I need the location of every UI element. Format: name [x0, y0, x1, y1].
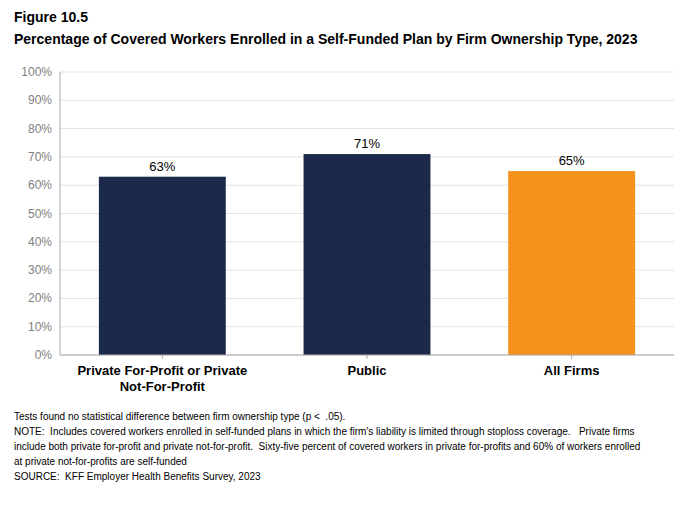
- x-tick-label-line: Public: [347, 363, 386, 378]
- data-label: 71%: [354, 136, 380, 151]
- x-tick: [162, 355, 163, 359]
- y-axis: [60, 72, 61, 355]
- y-tick-label: 10%: [28, 320, 52, 334]
- chart: Figure 10.5 Percentage of Covered Workers…: [0, 0, 698, 525]
- y-tick-label: 40%: [28, 235, 52, 249]
- y-tick-label: 50%: [28, 207, 52, 221]
- title: Percentage of Covered Workers Enrolled i…: [14, 31, 638, 47]
- data-label: 63%: [149, 159, 175, 174]
- footnote: Tests found no statistical difference be…: [14, 411, 345, 422]
- x-tick-label: All Firms: [544, 363, 600, 378]
- y-tick-label: 80%: [28, 122, 52, 136]
- grid-line: [60, 72, 674, 73]
- y-tick-label: 20%: [28, 291, 52, 305]
- y-tick-label: 70%: [28, 150, 52, 164]
- footnote: NOTE: Includes covered workers enrolled …: [14, 426, 635, 437]
- footnote: at private not-for-profits are self-fund…: [14, 456, 187, 467]
- y-tick-label: 60%: [28, 178, 52, 192]
- y-tick-label: 100%: [21, 65, 52, 79]
- grid-line: [60, 128, 674, 129]
- grid: [60, 72, 674, 355]
- bars: [99, 154, 635, 355]
- grid-line: [60, 100, 674, 101]
- x-tick: [367, 355, 368, 359]
- x-tick-label: Private For-Profit or PrivateNot-For-Pro…: [77, 363, 247, 394]
- data-label: 65%: [559, 153, 585, 168]
- footnote: SOURCE: KFF Employer Health Benefits Sur…: [14, 471, 261, 482]
- y-tick-label: 30%: [28, 263, 52, 277]
- x-tick: [571, 355, 572, 359]
- figure-label: Figure 10.5: [14, 9, 88, 25]
- bar: [99, 177, 226, 355]
- y-tick-label: 0%: [35, 348, 53, 362]
- y-tick-label: 90%: [28, 93, 52, 107]
- footnote: include both private for-profit and priv…: [14, 441, 640, 452]
- bar: [304, 154, 431, 355]
- x-tick-label: Public: [347, 363, 386, 378]
- x-tick-label-line: Private For-Profit or Private: [77, 363, 247, 378]
- bar: [508, 171, 635, 355]
- x-tick-label-line: All Firms: [544, 363, 600, 378]
- x-tick-label-line: Not-For-Profit: [120, 379, 206, 394]
